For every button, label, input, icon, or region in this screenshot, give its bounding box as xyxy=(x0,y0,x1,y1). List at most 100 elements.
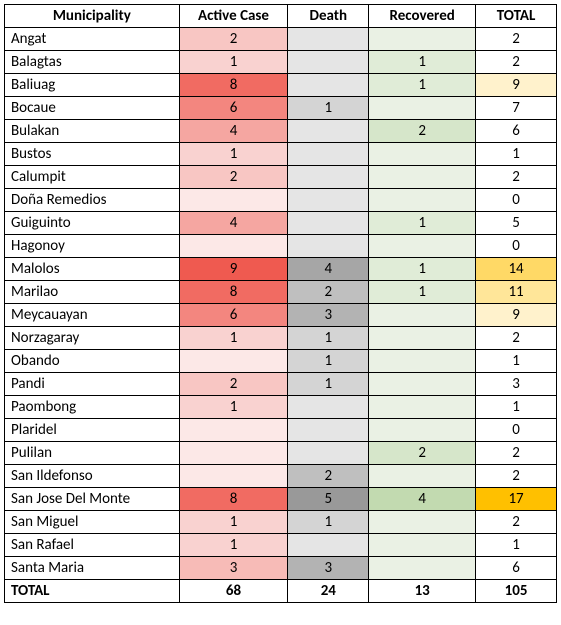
recovered-cell xyxy=(369,534,476,557)
header-recovered: Recovered xyxy=(369,5,476,28)
table-row: Calumpit22 xyxy=(5,166,557,189)
total-total: 105 xyxy=(476,580,557,603)
active-cell: 4 xyxy=(179,120,288,143)
header-death: Death xyxy=(288,5,369,28)
municipality-cell: Meycauayan xyxy=(5,304,180,327)
recovered-cell: 4 xyxy=(369,488,476,511)
active-cell: 8 xyxy=(179,74,288,97)
active-cell: 3 xyxy=(179,557,288,580)
table-row: San Rafael11 xyxy=(5,534,557,557)
total-active: 68 xyxy=(179,580,288,603)
total-cell: 0 xyxy=(476,235,557,258)
active-cell: 6 xyxy=(179,304,288,327)
total-cell: 7 xyxy=(476,97,557,120)
active-cell: 1 xyxy=(179,534,288,557)
table-row: Pandi21 3 xyxy=(5,373,557,396)
death-cell xyxy=(288,143,369,166)
active-cell: 1 xyxy=(179,51,288,74)
recovered-cell xyxy=(369,465,476,488)
active-cell: 8 xyxy=(179,281,288,304)
municipality-cell: Angat xyxy=(5,28,180,51)
death-cell xyxy=(288,189,369,212)
municipality-cell: Plaridel xyxy=(5,419,180,442)
total-cell: 2 xyxy=(476,166,557,189)
death-cell xyxy=(288,235,369,258)
municipality-cell: Malolos xyxy=(5,258,180,281)
death-cell: 5 xyxy=(288,488,369,511)
municipality-cell: Pandi xyxy=(5,373,180,396)
total-row: TOTAL682413105 xyxy=(5,580,557,603)
table-row: Plaridel0 xyxy=(5,419,557,442)
active-cell: 8 xyxy=(179,488,288,511)
municipality-cell: Santa Maria xyxy=(5,557,180,580)
recovered-cell xyxy=(369,350,476,373)
table-row: Meycauayan639 xyxy=(5,304,557,327)
recovered-cell xyxy=(369,396,476,419)
table-row: San Ildefonso22 xyxy=(5,465,557,488)
recovered-cell xyxy=(369,235,476,258)
table-row: Malolos94114 xyxy=(5,258,557,281)
header-row: Municipality Active Case Death Recovered… xyxy=(5,5,557,28)
recovered-cell: 2 xyxy=(369,120,476,143)
active-cell xyxy=(179,419,288,442)
active-cell: 2 xyxy=(179,373,288,396)
active-cell: 2 xyxy=(179,166,288,189)
recovered-cell: 1 xyxy=(369,212,476,235)
total-cell: 2 xyxy=(476,51,557,74)
recovered-cell xyxy=(369,304,476,327)
table-row: Doña Remedios 0 xyxy=(5,189,557,212)
table-row: San Jose Del Monte85417 xyxy=(5,488,557,511)
death-cell xyxy=(288,51,369,74)
municipality-cell: Baliuag xyxy=(5,74,180,97)
recovered-cell xyxy=(369,419,476,442)
table-row: Obando11 xyxy=(5,350,557,373)
total-cell: 2 xyxy=(476,465,557,488)
total-cell: 14 xyxy=(476,258,557,281)
total-death: 24 xyxy=(288,580,369,603)
table-row: Pulilan22 xyxy=(5,442,557,465)
death-cell xyxy=(288,396,369,419)
recovered-cell xyxy=(369,327,476,350)
municipality-cell: Paombong xyxy=(5,396,180,419)
active-cell xyxy=(179,235,288,258)
recovered-cell: 2 xyxy=(369,442,476,465)
total-cell: 3 xyxy=(476,373,557,396)
total-cell: 9 xyxy=(476,304,557,327)
active-cell xyxy=(179,442,288,465)
death-cell xyxy=(288,74,369,97)
death-cell xyxy=(288,442,369,465)
municipality-cell: Norzagaray xyxy=(5,327,180,350)
death-cell xyxy=(288,534,369,557)
municipality-cell: San Rafael xyxy=(5,534,180,557)
recovered-cell: 1 xyxy=(369,281,476,304)
death-cell: 4 xyxy=(288,258,369,281)
death-cell: 1 xyxy=(288,373,369,396)
municipality-cell: Marilao xyxy=(5,281,180,304)
recovered-cell: 1 xyxy=(369,74,476,97)
municipality-cell: Calumpit xyxy=(5,166,180,189)
recovered-cell xyxy=(369,511,476,534)
table-row: Bustos11 xyxy=(5,143,557,166)
municipality-cell: Bulakan xyxy=(5,120,180,143)
active-cell: 1 xyxy=(179,396,288,419)
death-cell: 3 xyxy=(288,557,369,580)
recovered-cell: 1 xyxy=(369,258,476,281)
death-cell xyxy=(288,120,369,143)
table-row: Paombong11 xyxy=(5,396,557,419)
total-label: TOTAL xyxy=(5,580,180,603)
death-cell: 1 xyxy=(288,327,369,350)
total-cell: 0 xyxy=(476,189,557,212)
municipality-cell: Doña Remedios xyxy=(5,189,180,212)
death-cell: 1 xyxy=(288,511,369,534)
table-row: Hagonoy0 xyxy=(5,235,557,258)
active-cell xyxy=(179,465,288,488)
total-cell: 9 xyxy=(476,74,557,97)
total-cell: 1 xyxy=(476,396,557,419)
total-cell: 2 xyxy=(476,511,557,534)
cases-table: Municipality Active Case Death Recovered… xyxy=(4,4,557,603)
table-row: Guiguinto415 xyxy=(5,212,557,235)
total-cell: 17 xyxy=(476,488,557,511)
header-total: TOTAL xyxy=(476,5,557,28)
header-municipality: Municipality xyxy=(5,5,180,28)
municipality-cell: San Jose Del Monte xyxy=(5,488,180,511)
